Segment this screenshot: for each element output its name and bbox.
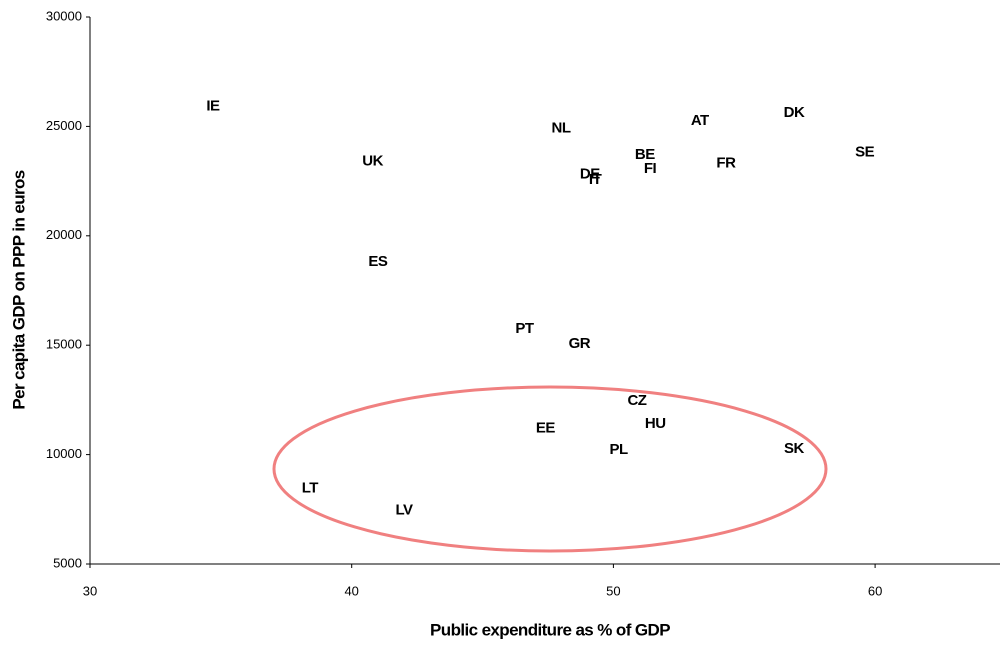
x-tick-label: 50 — [606, 583, 620, 598]
point-label: HU — [645, 415, 666, 432]
point-label: NL — [552, 120, 571, 137]
point-label: SE — [855, 144, 875, 161]
point-label: FR — [716, 155, 736, 172]
point-label: CZ — [627, 392, 646, 409]
point-label: SK — [784, 440, 805, 457]
y-tick-label: 10000 — [46, 446, 82, 461]
point-label: UK — [362, 152, 383, 169]
point-label: LV — [396, 501, 414, 518]
point-label: IE — [206, 98, 220, 115]
y-tick-label: 20000 — [46, 227, 82, 242]
highlight-ellipse — [272, 385, 828, 553]
point-label: DE — [580, 166, 600, 183]
y-tick-label: 30000 — [46, 8, 82, 23]
x-tick-label: 40 — [344, 583, 358, 598]
y-tick-label: 5000 — [53, 555, 82, 570]
point-label: EE — [536, 419, 556, 436]
point-label: BE — [635, 146, 655, 163]
x-tick-label: 60 — [868, 583, 882, 598]
x-tick-label: 30 — [83, 583, 97, 598]
y-tick-label: 15000 — [46, 337, 82, 352]
point-label: ES — [368, 253, 388, 270]
point-label: GR — [569, 335, 591, 352]
point-label: LT — [302, 479, 319, 496]
point-label: IT — [589, 171, 602, 188]
y-axis-title: Per capita GDP on PPP in euros — [9, 170, 28, 409]
x-axis-title: Public expenditure as % of GDP — [430, 620, 670, 639]
point-label: PL — [610, 441, 629, 458]
point-label: FI — [644, 160, 657, 177]
point-label: DK — [784, 104, 805, 121]
point-label: AT — [691, 112, 709, 129]
y-tick-label: 25000 — [46, 118, 82, 133]
point-label: PT — [515, 320, 534, 337]
